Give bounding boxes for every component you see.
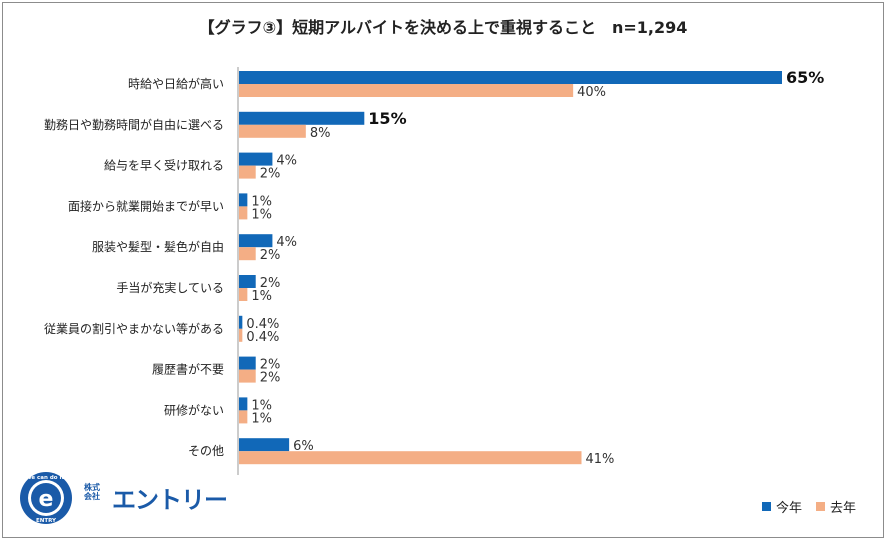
data-label: 65% <box>786 68 824 87</box>
category-label: 研修がない <box>164 402 224 417</box>
category-label: 手当が充実している <box>116 280 224 295</box>
bar-last-year <box>239 247 256 261</box>
bar-this-year <box>239 193 248 207</box>
category-label: 時給や日給が高い <box>128 76 224 91</box>
category-label: 履歴書が不要 <box>152 362 224 377</box>
bar-this-year <box>239 152 273 166</box>
logo-ring-text-bottom: ENTRY <box>36 518 57 524</box>
legend-label-this-year: 今年 <box>776 501 803 516</box>
bar-this-year <box>239 71 782 84</box>
category-label: 面接から就業開始までが早い <box>68 198 224 213</box>
bar-this-year <box>239 111 365 125</box>
logo-company-name: エントリー <box>112 486 228 514</box>
category-label: 従業員の割引やまかない等がある <box>44 321 224 336</box>
data-label: 6% <box>293 439 314 454</box>
data-label: 1% <box>251 194 272 209</box>
bar-this-year <box>239 397 248 411</box>
bar-last-year <box>239 369 256 383</box>
bar-last-year <box>239 410 248 424</box>
bar-last-year <box>239 124 306 138</box>
entry-logo: e We can do it! ENTRY 株式 会社 エントリー <box>18 470 228 526</box>
bar-this-year <box>239 356 256 370</box>
legend-label-last-year: 去年 <box>830 501 857 516</box>
data-label: 2% <box>260 358 281 373</box>
logo-letter: e <box>39 487 54 512</box>
logo-company-prefix-1: 株式 <box>84 483 100 492</box>
data-label: 4% <box>276 235 297 250</box>
data-label: 0.4% <box>246 317 279 332</box>
bar-this-year <box>239 275 256 288</box>
bar-last-year <box>239 206 248 220</box>
entry-emblem-icon: e We can do it! ENTRY <box>20 472 72 524</box>
category-label: その他 <box>188 444 224 458</box>
data-label: 2% <box>260 276 281 291</box>
legend-swatch-last-year <box>816 502 826 511</box>
bar-last-year <box>239 288 248 301</box>
data-label: 41% <box>586 452 615 467</box>
data-label: 8% <box>310 126 331 141</box>
data-label: 0.4% <box>246 330 279 345</box>
bar-last-year <box>239 328 243 342</box>
bar-this-year <box>239 438 290 452</box>
logo-company-prefix-2: 会社 <box>84 492 100 501</box>
data-label: 40% <box>577 85 606 100</box>
category-label: 服装や髪型・髪色が自由 <box>92 239 224 254</box>
bar-last-year <box>239 165 256 179</box>
bar-this-year <box>239 315 243 329</box>
category-label: 勤務日や勤務時間が自由に選べる <box>44 117 224 132</box>
logo-ring-text-top: We can do it! <box>26 475 67 481</box>
logo-company-prefix: 株式 会社 <box>84 483 100 501</box>
chart-legend: 今年 去年 <box>762 497 856 516</box>
legend-swatch-this-year <box>762 502 771 511</box>
data-label: 2% <box>260 248 281 263</box>
chart-title: 【グラフ③】短期アルバイトを決める上で重視すること n=1,294 <box>198 18 688 37</box>
data-label: 15% <box>368 109 406 128</box>
category-label: 給与を早く受け取れる <box>104 159 224 173</box>
data-label: 2% <box>260 167 281 182</box>
data-label: 4% <box>276 154 297 169</box>
data-label: 1% <box>251 207 272 222</box>
legend-item-last-year: 去年 <box>816 497 856 516</box>
data-label: 1% <box>251 411 272 426</box>
data-label: 1% <box>251 398 272 413</box>
data-label: 1% <box>251 289 272 304</box>
bar-last-year <box>239 84 574 97</box>
bar-last-year <box>239 451 582 465</box>
legend-item-this-year: 今年 <box>762 497 802 516</box>
data-label: 2% <box>260 371 281 386</box>
bar-this-year <box>239 234 273 248</box>
